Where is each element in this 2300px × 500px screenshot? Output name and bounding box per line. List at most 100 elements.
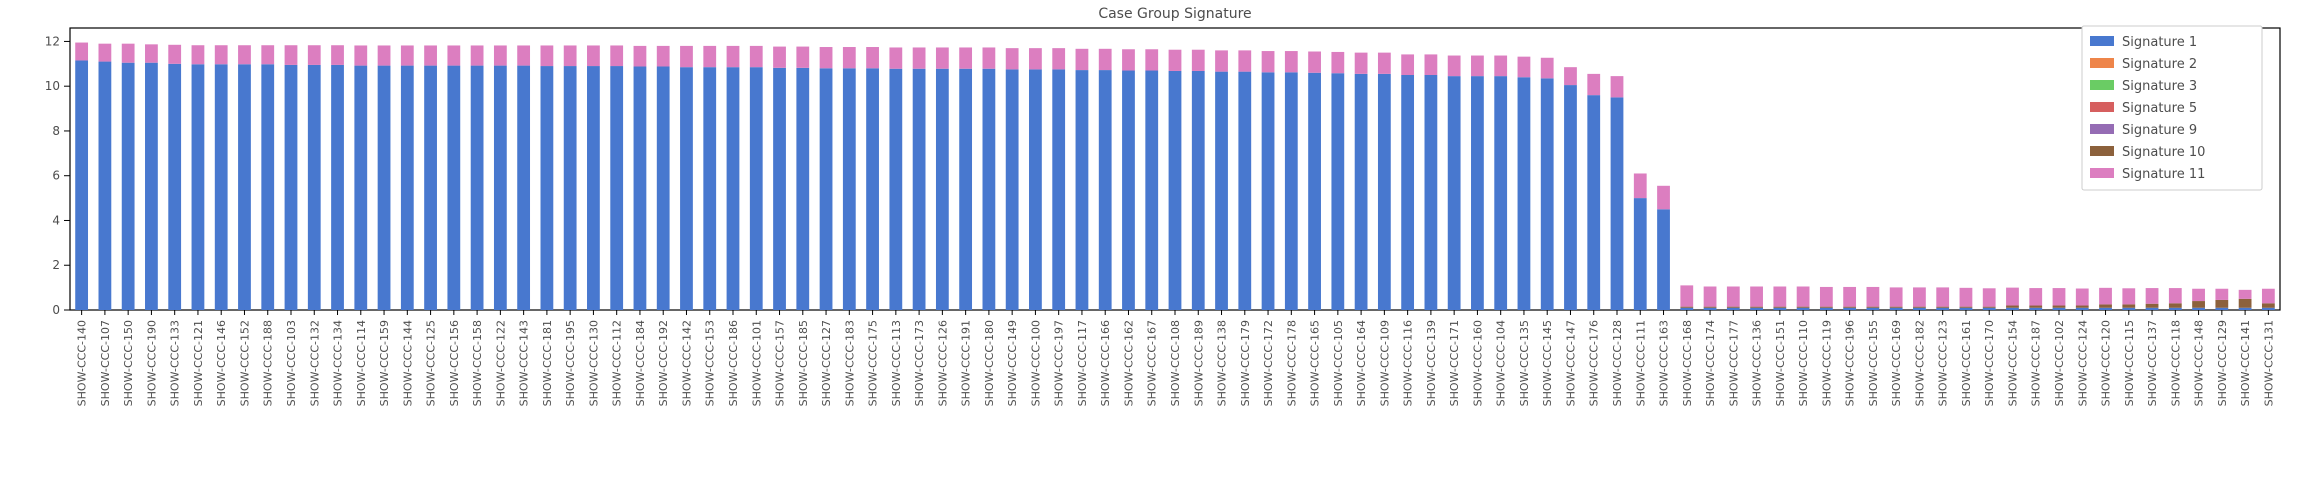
bar-segment [2146,288,2159,304]
x-tick-label: SHOW-CCC-168 [1681,320,1694,406]
bar-segment [1308,52,1321,73]
bar-segment [1145,71,1158,310]
bar-segment [2099,288,2112,305]
bar-segment [1145,49,1158,70]
legend-label: Signature 2 [2122,57,2197,72]
x-tick-label: SHOW-CCC-107 [99,320,112,406]
x-tick-label: SHOW-CCC-101 [750,320,763,406]
bar-segment [1006,69,1019,310]
bar-segment [1401,54,1414,75]
bar-segment [354,66,367,310]
bar-segment [1099,70,1112,310]
bar-segment [2262,308,2275,310]
y-tick-label: 12 [45,34,60,48]
bar-segment [168,45,181,64]
bar-segment [1843,287,1856,307]
bar-segment [1960,307,1973,308]
x-tick-label: SHOW-CCC-142 [680,320,693,406]
bar-segment [1076,49,1089,70]
x-tick-label: SHOW-CCC-187 [2030,320,2043,406]
x-tick-label: SHOW-CCC-123 [1937,320,1950,406]
bar-segment [1355,53,1368,74]
bar-segment [820,47,833,68]
bar-segment [331,65,344,310]
bar-segment [1750,308,1763,310]
bar-segment [587,45,600,66]
legend-swatch [2090,124,2114,134]
bar-segment [1797,307,1810,308]
bar-segment [2122,308,2135,310]
x-tick-label: SHOW-CCC-186 [727,320,740,406]
bar-segment [1611,97,1624,310]
x-tick-label: SHOW-CCC-134 [332,320,345,406]
bar-segment [936,69,949,310]
y-tick-label: 8 [52,124,60,138]
x-tick-label: SHOW-CCC-164 [1355,320,1368,406]
x-tick-label: SHOW-CCC-185 [797,320,810,406]
x-tick-label: SHOW-CCC-149 [1006,320,1019,406]
bar-segment [168,64,181,310]
bar-segment [122,63,135,310]
bar-segment [2053,308,2066,310]
x-tick-label: SHOW-CCC-110 [1797,320,1810,406]
bar-segment [1494,56,1507,77]
bar-segment [1913,287,1926,306]
x-tick-label: SHOW-CCC-162 [1122,320,1135,406]
x-tick-label: SHOW-CCC-121 [192,320,205,406]
bar-segment [2239,308,2252,310]
bar-segment [843,68,856,310]
x-tick-label: SHOW-CCC-143 [518,320,531,406]
bar-segment [215,64,228,310]
x-tick-label: SHOW-CCC-191 [960,320,973,406]
bar-segment [494,66,507,310]
bar-segment [1890,308,1903,310]
bar-segment [541,66,554,310]
bar-segment [1773,307,1786,308]
x-tick-label: SHOW-CCC-124 [2076,320,2089,406]
x-tick-label: SHOW-CCC-135 [1518,320,1531,406]
bar-segment [1867,287,1880,307]
bar-segment [308,45,321,65]
bar-segment [1936,287,1949,306]
bar-segment [936,47,949,68]
bar-segment [1262,51,1275,72]
bar-segment [517,66,530,310]
legend-label: Signature 1 [2122,35,2197,50]
bar-segment [2262,289,2275,304]
bar-segment [99,62,112,310]
x-tick-label: SHOW-CCC-188 [262,320,275,406]
bar-segment [1192,71,1205,310]
bar-segment [1750,287,1763,307]
x-tick-label: SHOW-CCC-130 [587,320,600,406]
bar-segment [1355,74,1368,310]
legend-swatch [2090,102,2114,112]
x-tick-label: SHOW-CCC-183 [843,320,856,406]
bar-segment [447,66,460,310]
bar-segment [99,44,112,62]
bar-segment [1913,307,1926,308]
bar-segment [750,46,763,67]
bar-segment [424,45,437,65]
x-tick-label: SHOW-CCC-137 [2146,320,2159,406]
bar-segment [1983,307,1996,308]
bar-segment [2122,304,2135,307]
bar-segment [308,65,321,310]
bar-segment [889,47,902,68]
bar-segment [2076,306,2089,308]
x-tick-label: SHOW-CCC-161 [1960,320,1973,406]
bar-segment [261,64,274,310]
bar-segment [2192,289,2205,301]
bar-segment [2146,308,2159,310]
bar-segment [1541,78,1554,310]
x-tick-label: SHOW-CCC-116 [1402,320,1415,406]
x-tick-label: SHOW-CCC-125 [425,320,438,406]
bar-segment [610,45,623,66]
x-tick-label: SHOW-CCC-174 [1704,320,1717,406]
x-tick-label: SHOW-CCC-180 [983,320,996,406]
bar-segment [680,67,693,310]
bar-segment [727,46,740,67]
bar-segment [2006,308,2019,310]
bar-segment [1913,308,1926,310]
bar-segment [1704,308,1717,310]
bar-segment [1425,54,1438,75]
